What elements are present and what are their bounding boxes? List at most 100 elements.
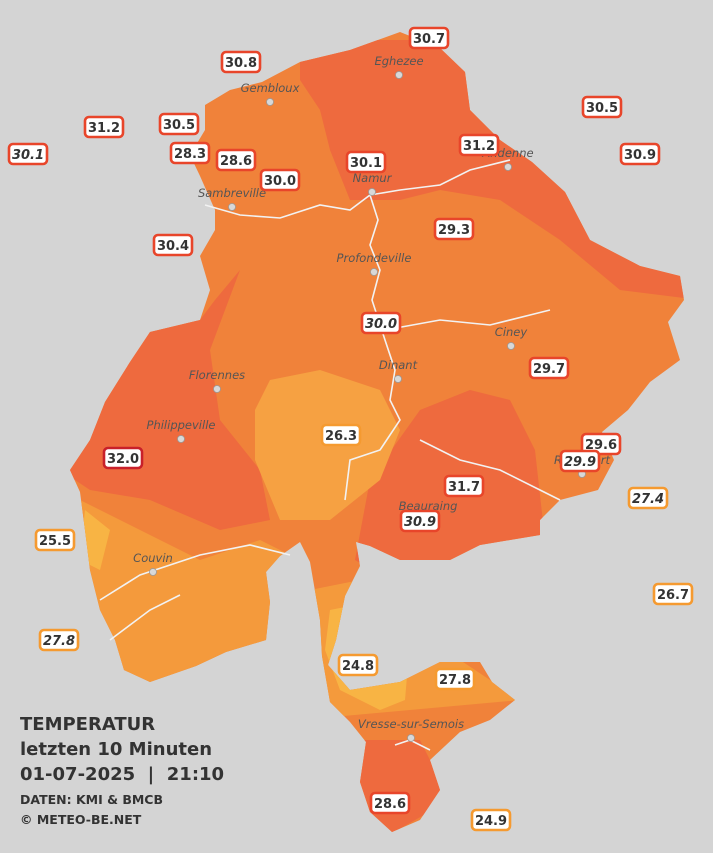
station-box <box>369 791 411 815</box>
station-value: 31.2 <box>463 139 495 154</box>
station: 29.3 <box>433 217 475 241</box>
city-label: Sambreville <box>198 186 266 200</box>
station-value: 30.7 <box>413 32 445 47</box>
station-value: 27.8 <box>43 634 75 649</box>
station-value: 28.6 <box>374 797 406 812</box>
city-label: Couvin <box>133 551 173 565</box>
station: 30.9 <box>619 142 661 166</box>
station-value: 32.0 <box>107 452 139 467</box>
station: 30.4 <box>152 233 194 257</box>
city-dot <box>407 734 415 742</box>
station-box <box>7 142 49 166</box>
station-box <box>399 509 441 533</box>
legend-title: TEMPERATUR <box>20 714 155 735</box>
station-value: 31.2 <box>88 121 120 136</box>
station: 24.8 <box>337 653 379 677</box>
station: 29.9 <box>559 449 601 473</box>
station: 29.6 <box>580 432 622 456</box>
legend-source: DATEN: KMI & BMCB <box>20 792 163 807</box>
city-label: Namur <box>353 171 393 185</box>
city-dot <box>213 385 221 393</box>
station-value: 26.7 <box>657 588 689 603</box>
station-value: 29.9 <box>564 455 596 470</box>
station-value: 29.6 <box>585 438 617 453</box>
station-box <box>38 628 80 652</box>
station-value: 30.5 <box>163 118 195 133</box>
city-label: Eghezee <box>374 54 423 68</box>
station: 31.7 <box>443 474 485 498</box>
station: 28.3 <box>169 141 211 165</box>
station: 31.2 <box>83 115 125 139</box>
city-label: Philippeville <box>147 418 216 432</box>
station-box <box>83 115 125 139</box>
station: 31.2 <box>458 133 500 157</box>
station: 30.8 <box>220 50 262 74</box>
station-box <box>320 423 362 447</box>
station: 30.1 <box>7 142 49 166</box>
station: 26.7 <box>652 582 694 606</box>
station-box <box>220 50 262 74</box>
station-value: 28.3 <box>174 147 206 162</box>
station-box <box>152 233 194 257</box>
city-dot <box>395 71 403 79</box>
station-value: 24.9 <box>475 814 507 829</box>
rivers <box>99 159 561 751</box>
station: 30.1 <box>345 150 387 174</box>
station-value: 30.1 <box>350 156 382 171</box>
city-label: Profondeville <box>337 251 412 265</box>
station: 27.4 <box>627 486 669 510</box>
station-box <box>345 150 387 174</box>
legend-datetime: 01-07-2025 | 21:10 <box>20 764 224 785</box>
station-box <box>259 168 301 192</box>
legend-subtitle: letzten 10 Minuten <box>20 739 212 760</box>
city-dot <box>370 268 378 276</box>
station: 24.9 <box>470 808 512 832</box>
station: 28.6 <box>369 791 411 815</box>
station-value: 30.1 <box>12 148 44 163</box>
station-box <box>102 446 144 470</box>
city-label: Dinant <box>379 358 418 372</box>
station: 27.8 <box>38 628 80 652</box>
city-label: Vresse-sur-Semois <box>358 717 464 731</box>
station-box <box>360 311 402 335</box>
station-value: 30.8 <box>225 56 257 71</box>
station: 28.6 <box>215 148 257 172</box>
station-value: 30.5 <box>586 101 618 116</box>
station: 29.7 <box>528 356 570 380</box>
station-value: 29.7 <box>533 362 565 377</box>
city-dot <box>228 203 236 211</box>
station-value: 26.3 <box>325 429 357 444</box>
station-value: 30.4 <box>157 239 189 254</box>
station-value: 27.4 <box>632 492 664 507</box>
station-value: 29.3 <box>438 223 470 238</box>
city-dot <box>266 98 274 106</box>
station-value: 24.8 <box>342 659 374 674</box>
station-box <box>158 112 200 136</box>
city-dot <box>177 435 185 443</box>
station-box <box>34 528 76 552</box>
city-dot <box>394 375 402 383</box>
station-value: 30.9 <box>404 515 436 530</box>
station-box <box>559 449 601 473</box>
station-value: 30.0 <box>365 317 397 332</box>
city-label: Beauraing <box>399 499 458 513</box>
station-box <box>337 653 379 677</box>
station: 25.5 <box>34 528 76 552</box>
station: 30.7 <box>408 26 450 50</box>
station-box <box>627 486 669 510</box>
station-box <box>434 667 476 691</box>
station-box <box>408 26 450 50</box>
station: 26.3 <box>320 423 362 447</box>
station-box <box>470 808 512 832</box>
city-dot <box>507 342 515 350</box>
city-label: Gembloux <box>241 81 300 95</box>
station-value: 25.5 <box>39 534 71 549</box>
station-value: 28.6 <box>220 154 252 169</box>
station-box <box>619 142 661 166</box>
station-box <box>580 432 622 456</box>
city-dot <box>149 568 157 576</box>
station-box <box>169 141 211 165</box>
station-box <box>458 133 500 157</box>
